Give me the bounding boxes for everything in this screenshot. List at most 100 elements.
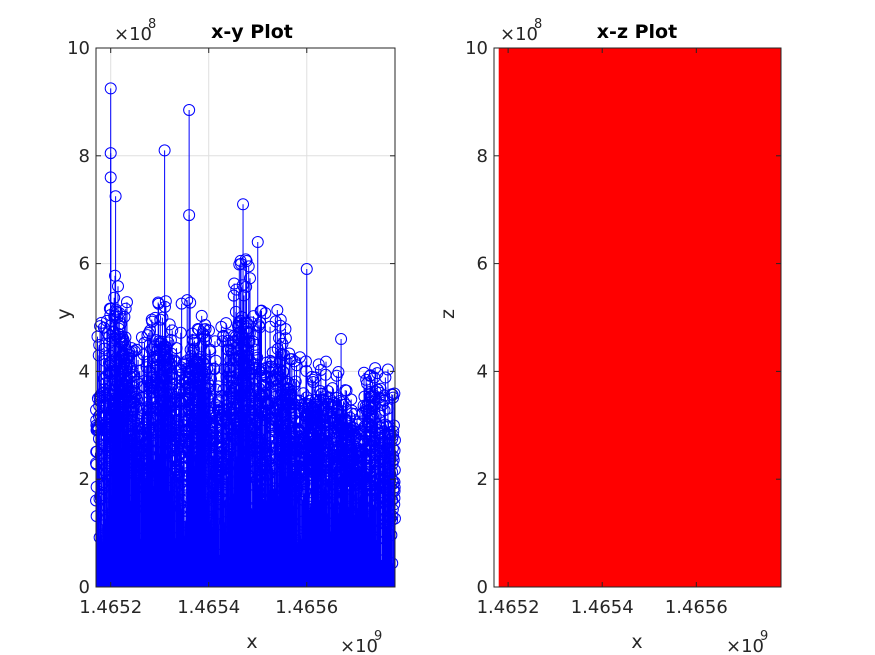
xy-data-marker — [147, 405, 160, 418]
xy-stem-marker — [174, 326, 187, 339]
xy-data-marker — [197, 357, 210, 370]
xy-data-marker — [382, 443, 395, 456]
xy-data-marker — [234, 371, 247, 384]
xy-data-marker — [122, 358, 135, 371]
xy-stem-marker — [358, 366, 371, 379]
xy-stem-marker — [142, 327, 155, 340]
xy-data-marker — [179, 382, 192, 395]
xy-data-marker — [274, 356, 287, 369]
xy-data-marker — [147, 423, 160, 436]
xy-data-marker — [362, 405, 375, 418]
xy-data-marker — [162, 395, 175, 408]
xy-stem-marker — [181, 294, 194, 307]
xy-stem-marker — [240, 255, 253, 268]
xy-stem-marker — [289, 375, 302, 388]
xy-data-marker — [107, 399, 120, 412]
xy-data-marker — [163, 352, 176, 365]
xy-data-marker — [346, 421, 359, 434]
xy-data-marker — [369, 450, 382, 463]
xy-plot-xtick-label: 1.4656 — [275, 597, 338, 618]
xy-data-marker — [229, 402, 242, 415]
xy-data-marker — [140, 451, 153, 464]
xz-filled-area — [498, 48, 781, 587]
xy-peak-marker — [183, 209, 196, 222]
xy-data-marker — [209, 483, 222, 496]
xy-data-marker — [179, 430, 192, 443]
xy-peak-marker — [183, 103, 196, 116]
xy-data-marker — [275, 433, 288, 446]
xy-data-marker — [262, 432, 275, 445]
xy-plot-ticks: 1.4652 1.4654 1.4656 0 2 4 6 8 10 — [67, 38, 395, 618]
xy-data-marker — [134, 447, 147, 460]
xy-data-marker — [210, 383, 223, 396]
xy-data-marker — [215, 432, 228, 445]
xy-data-marker — [371, 462, 384, 475]
xy-data-marker — [244, 401, 257, 414]
xy-data-marker — [235, 343, 248, 356]
xy-data-marker — [106, 436, 119, 449]
xz-plot-xtick-label: 1.4654 — [571, 597, 634, 618]
xy-data-marker — [283, 453, 296, 466]
xy-data-marker — [215, 485, 228, 498]
xy-data-marker — [161, 414, 174, 427]
xy-stem-marker — [152, 297, 165, 310]
xy-data-marker — [275, 385, 288, 398]
xy-data-marker — [94, 448, 107, 461]
xy-data-marker — [266, 356, 279, 369]
xy-data-marker — [272, 423, 285, 436]
xy-data-marker — [142, 457, 155, 470]
xy-data-marker — [313, 416, 326, 429]
xy-data-marker — [303, 469, 316, 482]
xy-data-marker — [178, 456, 191, 469]
xy-data-marker — [240, 316, 253, 329]
xy-data-marker — [233, 333, 246, 346]
xz-plot-xlabel: x — [631, 631, 642, 653]
xy-data-marker — [210, 410, 223, 423]
xy-data-marker — [116, 349, 129, 362]
xy-data-marker — [186, 408, 199, 421]
xy-data-marker — [310, 461, 323, 474]
xz-plot-xtick-label: 1.4656 — [665, 597, 728, 618]
xy-data-marker — [119, 331, 132, 344]
xy-data-marker — [93, 399, 106, 412]
xz-plot-ytick-label: 8 — [477, 146, 488, 167]
xy-data-marker — [233, 415, 246, 428]
xy-data-marker — [228, 342, 241, 355]
xy-data-marker — [174, 477, 187, 490]
xy-data-marker — [339, 413, 352, 426]
xy-data-marker — [140, 413, 153, 426]
xy-data-marker — [150, 334, 163, 347]
xy-plot-x-exponent: 9 — [374, 629, 382, 644]
xy-data-marker — [130, 459, 143, 472]
xy-data-marker — [371, 383, 384, 396]
xy-data-marker — [105, 437, 118, 450]
xz-plot-box — [493, 47, 782, 588]
xy-data-marker — [142, 461, 155, 474]
xy-data-marker — [307, 440, 320, 453]
xy-data-marker — [239, 369, 252, 382]
xy-data-marker — [128, 370, 141, 383]
xy-data-marker — [169, 467, 182, 480]
xy-data-marker — [201, 433, 214, 446]
xy-data-marker — [178, 469, 191, 482]
xy-plot-y-exponent-base: ×10 — [114, 24, 152, 45]
xy-data-marker — [317, 393, 330, 406]
xy-data-marker — [168, 463, 181, 476]
xy-data-marker — [387, 484, 400, 497]
xy-data-marker — [249, 343, 262, 356]
xy-data-marker — [128, 462, 141, 475]
xy-data-marker — [161, 430, 174, 443]
xy-peak-marker — [335, 333, 348, 346]
xy-data-marker — [290, 485, 303, 498]
xy-data-marker — [149, 402, 162, 415]
xy-plot-ylabel: y — [53, 308, 75, 319]
xy-data-marker — [150, 374, 163, 387]
xy-data-marker — [336, 433, 349, 446]
xy-data-marker — [353, 463, 366, 476]
xy-data-marker — [321, 397, 334, 410]
xy-data-marker — [373, 427, 386, 440]
xy-data-marker — [302, 463, 315, 476]
xy-data-marker — [388, 492, 401, 505]
xy-plot-y-exponent: 8 — [148, 17, 156, 32]
